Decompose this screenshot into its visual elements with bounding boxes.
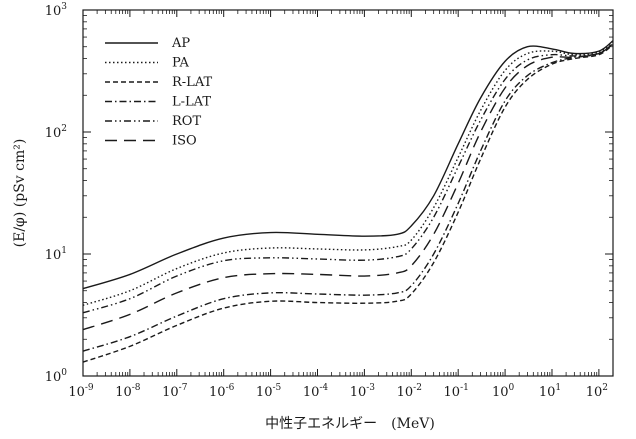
x-tick-label: 10-3 <box>350 383 376 400</box>
legend-label-ap: AP <box>171 36 190 51</box>
series-line-r-lat <box>82 44 614 363</box>
plot-frame <box>82 9 614 377</box>
series-line-ap <box>82 40 614 290</box>
legend-label-r-lat: R-LAT <box>172 75 212 90</box>
legend: AP PA R-LAT L-LAT ROT ISO <box>105 36 212 149</box>
x-tick-label: 100 <box>492 383 515 400</box>
y-tick-label: 101 <box>45 246 67 263</box>
x-tick-label: 10-1 <box>444 383 469 400</box>
series-line-pa <box>82 42 614 306</box>
y-tick-label: 103 <box>45 2 68 19</box>
series-line-iso <box>82 43 614 331</box>
x-tick-label: 10-7 <box>162 383 188 400</box>
x-axis-label: 中性子エネルギー (MeV) <box>265 416 435 432</box>
y-axis-label: (E/φ) (pSv cm²) <box>12 139 28 248</box>
series-line-rot <box>82 43 614 314</box>
x-tick-label: 10-5 <box>256 383 282 400</box>
x-tick-label: 10-4 <box>303 383 329 400</box>
y-tick-label: 100 <box>45 368 68 385</box>
x-tick-label: 101 <box>539 383 561 400</box>
y-tick-label: 102 <box>45 124 67 141</box>
legend-label-iso: ISO <box>172 134 197 149</box>
series-line-l-lat <box>82 43 614 352</box>
legend-label-rot: ROT <box>172 114 201 129</box>
x-tick-label: 10-8 <box>115 383 141 400</box>
series-layer <box>82 40 614 363</box>
legend-label-pa: PA <box>172 56 190 71</box>
x-tick-label: 102 <box>586 383 608 400</box>
ticks-layer: 10-9 10-8 10-7 10-6 10-5 10-4 10-3 10-2 10-1 100 1… <box>45 2 614 400</box>
x-tick-label: 10-6 <box>209 383 235 400</box>
x-tick-label: 10-9 <box>68 383 94 400</box>
x-tick-label: 10-2 <box>397 383 422 400</box>
legend-label-l-lat: L-LAT <box>172 95 211 110</box>
